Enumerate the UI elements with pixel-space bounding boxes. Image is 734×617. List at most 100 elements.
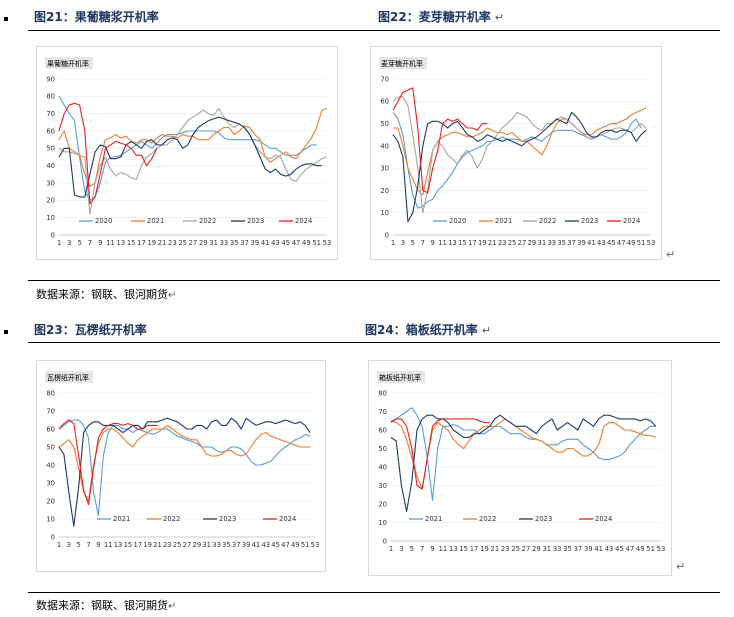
chart-title: 箱板纸开机率 (379, 373, 421, 382)
legend-label: 2022 (539, 217, 556, 225)
y-tick-label: 20 (380, 187, 389, 195)
chart-title: 果葡糖开机率 (47, 59, 89, 68)
x-tick-label: 39 (577, 239, 586, 247)
y-tick-label: 10 (378, 519, 387, 527)
x-tick-label: 51 (301, 541, 310, 549)
x-tick-label: 45 (271, 541, 280, 549)
x-tick-label: 25 (178, 239, 187, 247)
chart-title-bg (377, 371, 425, 383)
x-tick-label: 13 (448, 239, 457, 247)
table-rule (28, 592, 720, 593)
y-tick-label: 60 (380, 98, 389, 106)
x-tick-label: 7 (420, 545, 424, 553)
y-tick-label: 0 (385, 231, 389, 239)
series-line-2022 (58, 424, 311, 502)
chart-panel-22: 麦芽糖开机率 0 10 20 30 40 50 60 70 1 3 5 7 9 11 13 15 17 19 21 23… (370, 46, 662, 260)
x-tick-label: 51 (637, 239, 646, 247)
legend-label: 2022 (199, 217, 216, 225)
x-tick-label: 27 (183, 541, 192, 549)
return-mark: ↵ (676, 560, 686, 573)
x-tick-label: 15 (124, 541, 133, 549)
x-tick-label: 33 (547, 239, 556, 247)
x-tick-label: 41 (594, 545, 603, 553)
x-tick-label: 23 (501, 545, 510, 553)
legend-label: 2021 (113, 515, 130, 523)
figure-22-label: 图22：麦芽糖开机率 (378, 10, 491, 24)
chart-panel-24: 箱板纸开机率 0 10 20 30 40 50 60 70 80 1 3 5 7 9 11 13 15 17 19 21… (368, 360, 672, 576)
x-tick-label: 23 (498, 239, 507, 247)
series-line-2021 (58, 107, 328, 188)
series-line-2020 (58, 96, 317, 201)
x-tick-label: 27 (189, 239, 198, 247)
figure-title: 图21：果葡糖浆开机率 (34, 8, 159, 25)
x-tick-label: 53 (647, 239, 656, 247)
return-mark: ↵ (168, 290, 177, 301)
x-tick-label: 47 (617, 239, 626, 247)
x-tick-label: 9 (431, 239, 435, 247)
figure-title: 图24：箱板纸开机率 ↵ (365, 321, 491, 338)
y-tick-label: 10 (46, 515, 55, 523)
series-line-2022 (392, 96, 647, 214)
y-tick-label: 20 (378, 500, 387, 508)
x-tick-label: 49 (302, 239, 311, 247)
y-tick-label: 50 (46, 145, 55, 153)
chart-title: 瓦楞纸开机率 (47, 373, 89, 382)
x-tick-label: 51 (312, 239, 321, 247)
x-tick-label: 27 (518, 239, 527, 247)
legend-label: 2020 (449, 217, 466, 225)
y-tick-label: 30 (46, 179, 55, 187)
x-tick-label: 21 (491, 545, 500, 553)
series-line-2023 (392, 111, 647, 223)
x-tick-label: 5 (77, 239, 81, 247)
legend-label: 2020 (95, 217, 112, 225)
x-tick-label: 47 (292, 239, 301, 247)
x-tick-label: 39 (242, 541, 251, 549)
legend-label: 2023 (535, 515, 552, 523)
y-tick-label: 80 (46, 93, 55, 101)
y-tick-label: 50 (378, 445, 387, 453)
x-tick-label: 41 (261, 239, 270, 247)
x-tick-label: 29 (199, 239, 208, 247)
chart-title: 麦芽糖开机率 (381, 59, 423, 68)
x-tick-label: 43 (271, 239, 280, 247)
x-tick-label: 43 (605, 545, 614, 553)
y-tick-label: 40 (46, 162, 55, 170)
x-tick-label: 17 (133, 541, 142, 549)
x-tick-label: 25 (173, 541, 182, 549)
x-tick-label: 21 (153, 541, 162, 549)
x-tick-label: 9 (430, 545, 434, 553)
legend-label: 2024 (295, 217, 312, 225)
y-tick-label: 0 (51, 533, 55, 541)
y-tick-label: 30 (378, 482, 387, 490)
bullet-marker (4, 330, 8, 334)
x-tick-label: 5 (411, 239, 415, 247)
x-tick-label: 29 (528, 239, 537, 247)
y-tick-label: 40 (46, 461, 55, 469)
x-tick-label: 9 (98, 239, 102, 247)
figure-21-label: 图21：果葡糖浆开机率 (34, 10, 159, 24)
x-tick-label: 31 (202, 541, 211, 549)
x-tick-label: 21 (488, 239, 497, 247)
series-line-2021 (58, 419, 311, 516)
y-tick-label: 60 (46, 127, 55, 135)
chart-title-bg (45, 57, 93, 69)
x-tick-label: 47 (626, 545, 635, 553)
x-tick-label: 41 (587, 239, 596, 247)
legend-label: 2021 (495, 217, 512, 225)
series-line-2024 (58, 419, 158, 506)
y-tick-label: 20 (46, 197, 55, 205)
series-line-2021 (393, 107, 647, 196)
return-mark: ↵ (481, 324, 491, 337)
legend-label: 2022 (479, 515, 496, 523)
x-tick-label: 49 (636, 545, 645, 553)
x-tick-label: 31 (209, 239, 218, 247)
y-tick-label: 50 (380, 120, 389, 128)
x-tick-label: 23 (168, 239, 177, 247)
x-tick-label: 49 (627, 239, 636, 247)
y-tick-label: 40 (380, 142, 389, 150)
x-tick-label: 25 (511, 545, 520, 553)
legend-label: 2022 (163, 515, 180, 523)
y-tick-label: 80 (378, 389, 387, 397)
